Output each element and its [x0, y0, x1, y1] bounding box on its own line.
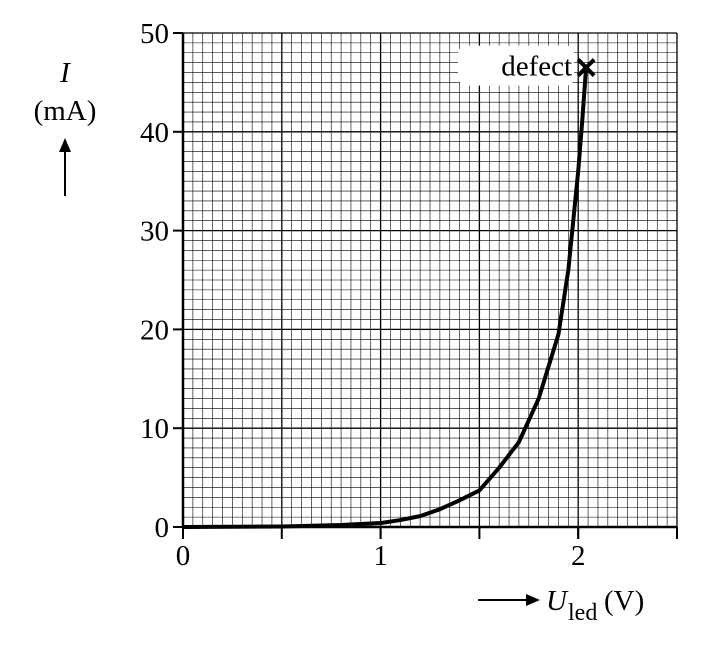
- defect-marker: [576, 58, 596, 77]
- x-label-symbol: U: [546, 585, 569, 617]
- annotation-text: defect: [501, 51, 572, 83]
- x-label-subscript: led: [568, 600, 597, 626]
- x-tick-label: 1: [373, 540, 388, 572]
- x-label-arrowhead: [526, 594, 540, 606]
- x-tick-label: 0: [176, 540, 191, 572]
- y-tick-label: 0: [155, 512, 170, 544]
- annotation-background: [458, 45, 575, 86]
- y-tick-label: 50: [140, 18, 169, 50]
- y-label-arrowhead: [59, 138, 71, 152]
- y-tick-label: 30: [140, 216, 169, 248]
- y-tick-label: 10: [140, 413, 169, 445]
- y-tick-label: 20: [140, 314, 169, 346]
- y-label-unit: (mA): [34, 95, 97, 127]
- x-tick-label: 2: [571, 540, 586, 572]
- curve: [182, 67, 589, 529]
- grid: [182, 32, 678, 528]
- y-tick-label: 40: [140, 117, 169, 149]
- x-label-unit: (V): [604, 585, 644, 617]
- y-label-symbol: I: [59, 57, 71, 89]
- defect-cross: [576, 58, 596, 77]
- plot: [182, 67, 589, 529]
